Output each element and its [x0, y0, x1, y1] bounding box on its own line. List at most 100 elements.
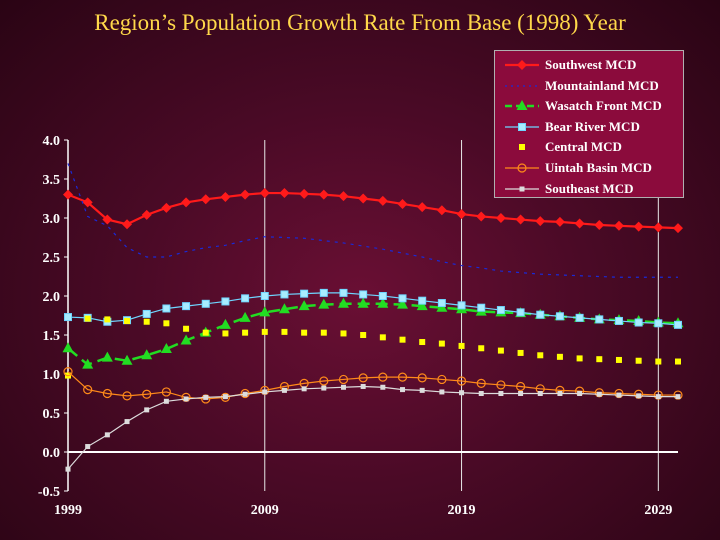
legend-swatch — [505, 122, 539, 131]
data-point — [163, 398, 169, 404]
legend-item: Wasatch Front MCD — [503, 96, 662, 116]
data-point — [318, 298, 330, 309]
legend-label: Southwest MCD — [545, 57, 637, 72]
data-point — [262, 389, 268, 395]
data-point — [143, 318, 150, 325]
y-tick-label: 1.5 — [43, 329, 61, 344]
data-point — [161, 202, 172, 213]
data-point — [63, 367, 73, 377]
data-point — [222, 394, 228, 400]
data-point — [536, 310, 545, 319]
data-point — [537, 352, 544, 359]
data-point — [673, 223, 683, 234]
data-point — [398, 294, 407, 303]
data-point — [476, 378, 486, 388]
data-point — [101, 351, 113, 362]
data-point — [498, 391, 504, 396]
data-point — [222, 330, 229, 337]
data-point — [458, 342, 465, 349]
data-point — [575, 313, 584, 322]
data-point — [478, 345, 485, 352]
legend-swatch — [505, 60, 539, 70]
data-point — [633, 221, 644, 232]
data-point — [438, 340, 445, 347]
data-point — [339, 288, 348, 297]
legend-marker — [516, 100, 528, 111]
y-tick-label: -0.5 — [38, 485, 60, 500]
data-point — [537, 391, 543, 396]
series-line — [67, 163, 678, 278]
legend-label: Bear River MCD — [545, 118, 640, 134]
data-point — [183, 325, 190, 332]
data-point — [655, 358, 662, 365]
data-point — [496, 380, 506, 390]
data-point — [141, 349, 153, 360]
data-point — [554, 216, 565, 227]
legend-swatch — [505, 186, 539, 192]
data-point — [122, 391, 132, 401]
data-point — [377, 195, 388, 206]
data-point — [221, 297, 230, 306]
data-point — [299, 188, 310, 199]
data-point — [337, 297, 349, 308]
data-point — [574, 218, 585, 229]
data-point — [557, 391, 563, 396]
data-point — [62, 342, 74, 353]
data-point — [242, 391, 248, 397]
data-point — [321, 385, 327, 391]
series-mountainland-mcd — [67, 163, 678, 278]
data-point — [203, 394, 209, 400]
data-point — [495, 213, 506, 223]
data-point — [653, 222, 664, 233]
data-point — [417, 202, 428, 213]
data-point — [459, 390, 465, 396]
legend-marker — [519, 186, 525, 192]
y-tick-label: 3.5 — [43, 173, 61, 188]
data-point — [64, 313, 72, 322]
data-point — [183, 396, 189, 402]
data-point — [360, 383, 366, 389]
data-point — [340, 384, 346, 390]
data-point — [535, 216, 546, 227]
data-point — [436, 205, 447, 216]
data-point — [596, 391, 602, 397]
legend-marker — [518, 122, 526, 131]
data-point — [281, 387, 287, 393]
legend-swatch — [505, 84, 539, 87]
legend-swatch — [505, 100, 539, 111]
data-point — [142, 309, 151, 318]
series-southeast-mcd — [65, 383, 681, 472]
data-point — [280, 290, 289, 299]
data-point — [318, 189, 329, 200]
y-tick-label: 2.0 — [43, 290, 61, 305]
data-point — [182, 302, 191, 311]
data-point — [456, 376, 467, 386]
data-point — [259, 188, 270, 199]
data-point — [104, 432, 110, 438]
data-point — [65, 466, 71, 472]
data-point — [419, 339, 426, 346]
data-point — [220, 191, 231, 202]
data-point — [279, 188, 290, 199]
data-point — [437, 299, 446, 308]
data-point — [400, 387, 406, 393]
data-point — [476, 211, 487, 222]
data-point — [102, 388, 112, 399]
data-point — [144, 407, 150, 413]
y-tick-label: 1.0 — [43, 368, 61, 383]
data-point — [655, 394, 661, 400]
data-point — [357, 297, 369, 308]
data-point — [163, 320, 170, 327]
legend-marker — [519, 144, 525, 151]
data-point — [675, 394, 681, 400]
data-point — [359, 290, 368, 299]
data-point — [478, 391, 484, 396]
data-point — [298, 300, 310, 311]
x-tick-label: 2019 — [448, 503, 476, 518]
data-point — [180, 334, 192, 345]
data-point — [260, 292, 269, 300]
y-tick-label: 3.0 — [43, 212, 61, 227]
data-point — [259, 306, 271, 317]
data-point — [83, 385, 93, 395]
data-point — [555, 312, 564, 321]
